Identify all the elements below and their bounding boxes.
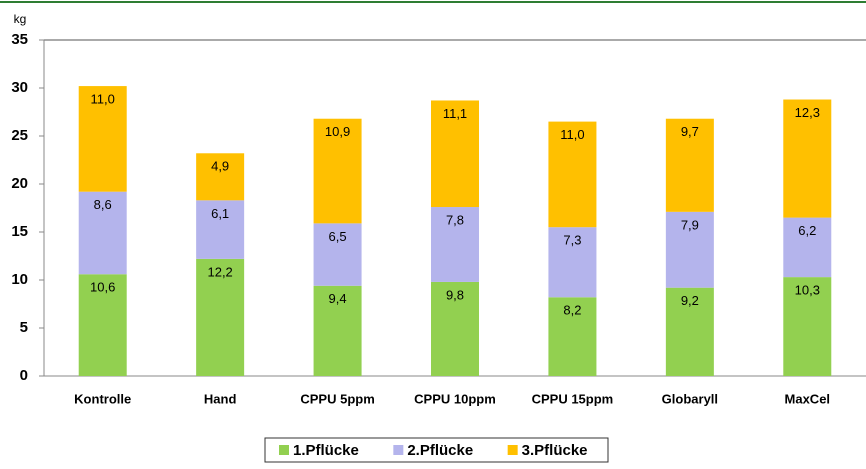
value-label: 9,2 (681, 293, 699, 308)
value-label: 10,9 (325, 124, 350, 139)
value-label: 12,3 (795, 105, 820, 120)
x-tick-label: CPPU 5ppm (300, 391, 374, 406)
y-tick-label: 15 (11, 223, 28, 240)
y-tick-label: 10 (11, 271, 28, 288)
value-label: 6,5 (329, 229, 347, 244)
value-label: 4,9 (211, 159, 229, 174)
y-tick-label: 20 (11, 175, 28, 192)
value-label: 6,2 (798, 223, 816, 238)
x-tick-label: Globaryll (662, 391, 718, 406)
value-label: 10,3 (795, 283, 820, 298)
y-axis-unit: kg (14, 12, 27, 26)
value-label: 7,9 (681, 217, 699, 232)
value-label: 9,7 (681, 124, 699, 139)
legend-swatch (508, 445, 518, 455)
legend-label: 1.Pflücke (293, 442, 359, 459)
value-label: 7,8 (446, 212, 464, 227)
x-tick-label: CPPU 15ppm (532, 391, 614, 406)
value-label: 11,0 (91, 92, 115, 107)
legend-swatch (393, 445, 403, 455)
value-label: 9,8 (446, 287, 464, 302)
x-tick-label: Kontrolle (74, 391, 131, 406)
x-tick-label: Hand (204, 391, 237, 406)
y-tick-label: 30 (11, 79, 28, 96)
y-tick-label: 0 (20, 367, 28, 384)
chart: kg 0 5 10 15 20 25 30 35 Kontrolle 10,6 8,6 11,0 Han… (0, 0, 866, 464)
y-tick-label: 35 (11, 31, 28, 48)
value-label: 11,1 (443, 106, 467, 121)
value-label: 6,1 (211, 206, 229, 221)
y-tick-label: 25 (11, 127, 28, 144)
value-label: 7,3 (563, 233, 581, 248)
value-label: 12,2 (207, 264, 232, 279)
value-label: 10,6 (90, 280, 115, 295)
value-label: 11,0 (560, 127, 584, 142)
legend-label: 3.Pflücke (522, 442, 588, 459)
page: kg 0 5 10 15 20 25 30 35 Kontrolle 10,6 8,6 11,0 Han… (0, 0, 866, 469)
value-label: 8,6 (94, 197, 112, 212)
value-label: 9,4 (329, 291, 347, 306)
legend-label: 2.Pflücke (407, 442, 473, 459)
value-label: 8,2 (563, 303, 581, 318)
x-tick-label: MaxCel (785, 391, 831, 406)
legend-swatch (279, 445, 289, 455)
x-tick-label: CPPU 10ppm (414, 391, 496, 406)
y-tick-label: 5 (20, 319, 28, 336)
